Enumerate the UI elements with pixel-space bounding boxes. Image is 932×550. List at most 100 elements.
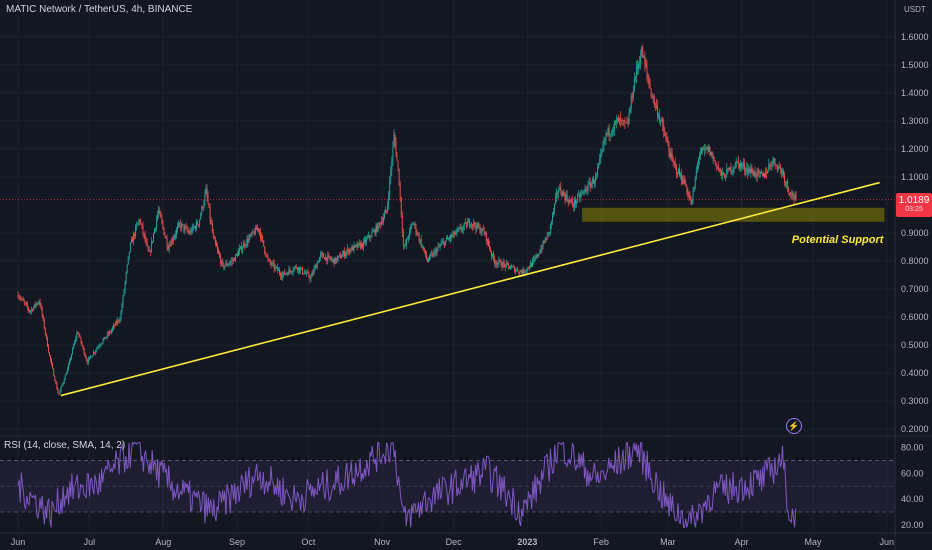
y-tick-label: 1.4000 [901,88,929,98]
candle-body [49,352,50,356]
candle-body [505,262,507,268]
candle-body [154,229,155,234]
candle-body [199,219,201,225]
candle-body [333,258,335,264]
candle-body [262,235,264,241]
candle-body [695,170,697,178]
candle-body [292,270,294,273]
symbol-title[interactable]: MATIC Network / TetherUS, 4h, BINANCE [6,4,193,15]
candle-body [652,96,654,98]
candle-body [120,312,122,320]
candle-body [786,181,788,183]
candle-body [438,246,440,248]
candle-body [753,171,755,176]
candle-body [317,262,319,264]
candle-body [599,158,601,164]
candle-body [742,165,743,167]
candle-body [263,240,265,247]
candle-body [621,120,623,121]
candle-body [395,142,397,155]
candle-body [372,231,374,233]
candle-body [386,210,387,212]
candle-body [241,246,243,251]
candle-body [96,348,98,351]
candle-body [447,238,448,240]
candle-body [219,253,221,257]
candle-body [703,148,705,150]
candle-body [182,224,184,225]
candle-body [429,255,431,261]
candle-body [166,238,168,248]
candle-body [727,168,729,169]
candle-body [346,251,348,254]
candle-body [661,120,663,122]
candle-body [159,210,161,213]
candle-body [459,227,461,229]
candle-body [143,233,145,235]
candle-body [371,232,373,238]
candle-body [554,203,555,211]
x-tick-label: Jul [84,537,96,547]
candle-body [625,122,627,124]
candle-body [500,260,502,267]
candle-body [377,222,379,232]
candle-body [136,225,138,227]
candle-body [163,227,165,235]
candle-body [74,340,76,346]
candle-body [358,243,360,244]
candle-body [754,171,756,176]
candle-body [424,249,426,256]
candle-body [153,233,154,242]
candle-body [293,267,295,271]
candle-body [249,234,251,238]
candle-body [62,382,64,385]
lightning-icon[interactable]: ⚡ [786,418,802,434]
candle-body [158,210,160,215]
candle-body [682,180,684,184]
candle-body [284,271,286,275]
currency-label: USDT [904,5,926,14]
candle-body [28,307,29,311]
candle-body [104,337,106,339]
candle-body [647,73,649,80]
candle-body [751,168,753,173]
candle-body [55,380,57,384]
candle-body [552,213,553,222]
candle-body [483,230,485,234]
candle-body [190,230,192,233]
candle-body [347,248,349,252]
candle-body [93,352,95,356]
rsi-indicator-title[interactable]: RSI (14, close, SMA, 14, 2) [4,440,126,451]
candle-body [206,188,208,197]
candle-body [576,201,578,204]
candle-body [214,238,216,244]
candle-body [19,297,21,299]
candle-body [563,191,565,195]
candle-body [771,164,773,167]
candle-body [735,161,737,167]
candle-body [379,223,381,225]
candle-body [304,272,306,274]
candle-body [676,172,678,174]
candle-body [305,272,307,274]
candle-body [106,333,108,337]
candle-body [417,234,419,235]
candle-body [148,250,150,252]
candle-body [132,239,133,243]
candle-body [423,249,425,251]
candle-body [662,120,664,125]
candle-body [457,229,459,231]
candle-body [773,158,775,161]
candle-body [216,243,217,247]
candle-body [597,168,599,175]
candle-body [443,241,445,246]
rsi-tick-label: 40.00 [901,494,924,504]
candle-body [39,301,41,306]
candle-body [275,266,277,268]
candle-body [717,166,719,170]
candle-body [478,226,480,228]
candle-body [330,258,332,260]
candle-body [84,354,86,358]
candle-body [434,250,436,252]
candle-body [696,164,698,171]
